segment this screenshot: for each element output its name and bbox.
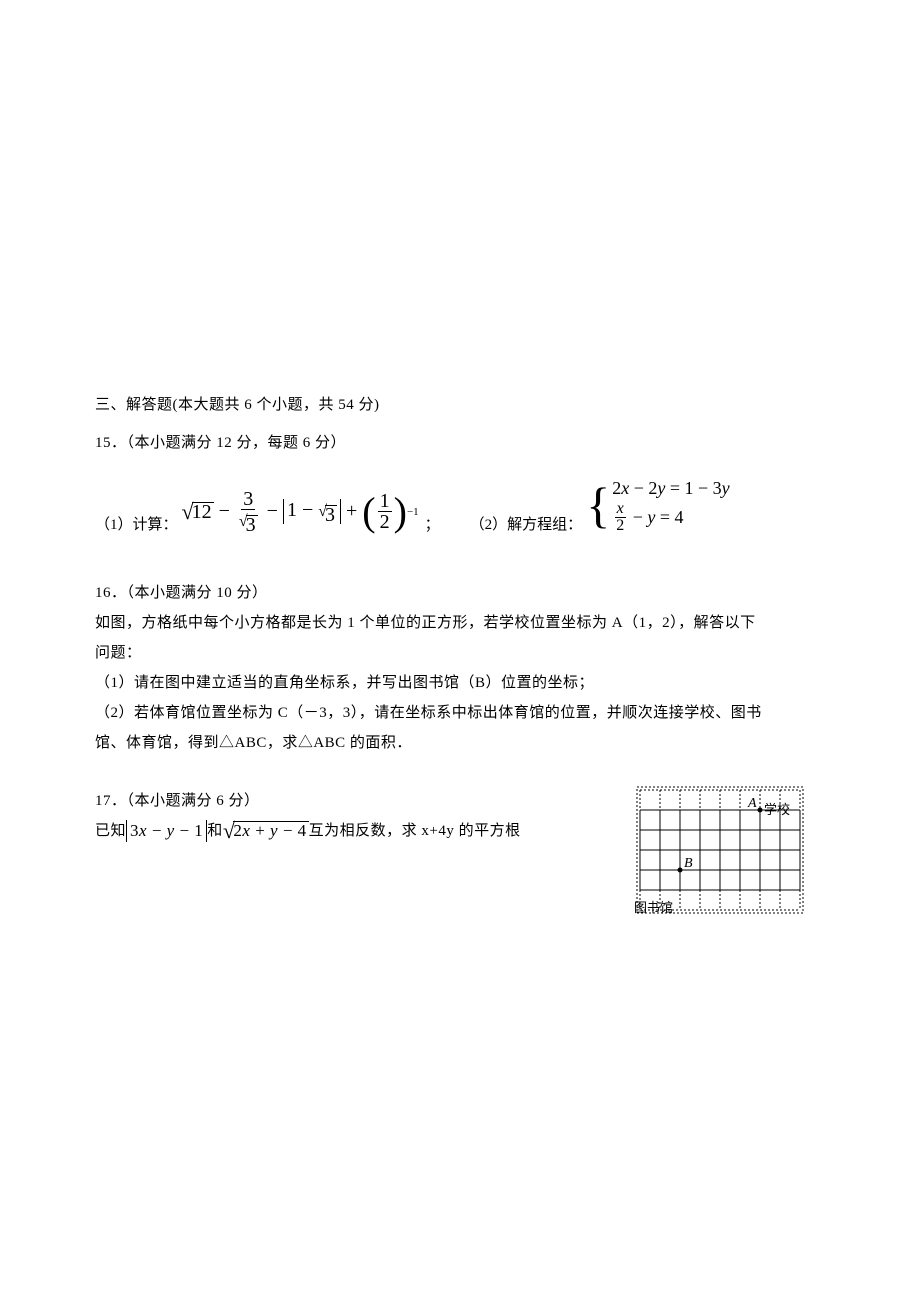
q15-header: 15．（本小题满分 12 分，每题 6 分）: [95, 428, 825, 458]
q15-part2-label: （2）解方程组：: [470, 513, 583, 534]
system-line1: 2x − 2y = 1 − 3y: [612, 476, 729, 501]
q15-semicolon: ；: [425, 513, 440, 534]
exam-page: 三、解答题(本大题共 6 个小题，共 54 分) 15．（本小题满分 12 分，…: [0, 0, 920, 1302]
q15-part1-expression: √12 − 3 √3 − 1 − √3 + ( 1 2 ) −1: [182, 489, 419, 534]
svg-text:B: B: [684, 856, 693, 871]
paren-half-neg1: ( 1 2 ) −1: [362, 491, 418, 532]
q15-system: { 2x − 2y = 1 − 3y x 2 − y = 4: [586, 476, 729, 534]
q16-l5: 馆、体育馆，得到△ABC，求△ABC 的面积．: [95, 728, 825, 758]
svg-text:图书馆: 图书馆: [634, 900, 673, 915]
q16-l3: （1）请在图中建立适当的直角坐标系，并写出图书馆（B）位置的坐标；: [95, 668, 825, 698]
q16-header: 16．（本小题满分 10 分）: [95, 578, 825, 608]
q17-abs: 3x − y − 1: [126, 820, 207, 842]
q16-l1: 如图，方格纸中每个小方格都是长为 1 个单位的正方形，若学校位置坐标为 A（1，…: [95, 608, 825, 638]
q17-pre: 已知: [95, 816, 126, 846]
grid-diagram: A 学校 B 图书馆: [630, 780, 820, 935]
q16-l4: （2）若体育馆位置坐标为 C（－3，3），请在坐标系中标出体育馆的位置，并顺次连…: [95, 698, 825, 728]
abs-1-minus-sqrt3: 1 − √3: [283, 499, 341, 524]
q15-part1-label: （1）计算：: [95, 513, 178, 534]
svg-text:A: A: [747, 796, 757, 811]
system-line2: x 2 − y = 4: [612, 501, 729, 534]
q17-post: 互为相反数，求 x+4y 的平方根: [309, 816, 521, 846]
q16-l2: 问题：: [95, 638, 825, 668]
q15-equation-row: （1）计算： √12 − 3 √3 − 1 − √3 + ( 1 2: [95, 476, 825, 534]
q17-mid: 和: [207, 816, 223, 846]
frac-3-over-sqrt3: 3 √3: [237, 489, 260, 534]
sqrt-12: √12: [182, 502, 214, 522]
svg-text:学校: 学校: [764, 802, 790, 817]
section-header: 三、解答题(本大题共 6 个小题，共 54 分): [95, 390, 825, 420]
q17-sqrt: √2x + y − 4: [223, 821, 309, 841]
